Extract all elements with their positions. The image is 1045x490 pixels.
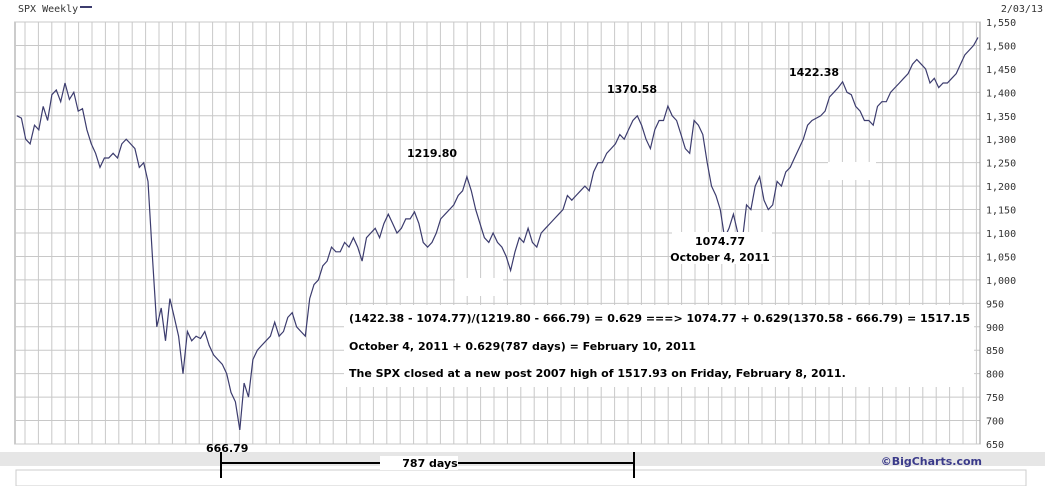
annotation-1074: 1074.77 [695,235,745,248]
label-patch [828,162,876,180]
annotation-1370: 1370.58 [607,83,657,96]
chart-date: 2/03/13 [1001,4,1043,15]
y-axis: 1,550 1,500 1,450 1,400 1,350 1,300 1,250 1,200… [986,18,1016,451]
note-2: October 4, 2011 + 0.629(787 days) = Febr… [349,340,696,353]
y-tick-label: 1,300 [986,135,1016,146]
y-tick-label: 1,250 [986,159,1016,170]
span-label-bg [380,456,458,470]
y-tick-label: 950 [986,299,1004,310]
y-tick-label: 1,150 [986,206,1016,217]
y-tick-label: 750 [986,393,1004,404]
annotation-1422: 1422.38 [789,66,839,79]
chart-title: SPX Weekly [18,4,78,15]
brand-label: ©BigCharts.com [881,455,982,468]
notes-box [344,305,974,387]
y-tick-label: 1,100 [986,229,1016,240]
lower-panel [15,469,1027,487]
span-label: 787 days [402,457,458,470]
annotation-666: 666.79 [206,442,248,455]
y-tick-label: 1,200 [986,182,1016,193]
note-3: The SPX closed at a new post 2007 high o… [349,367,846,380]
y-tick-label: 900 [986,323,1004,334]
y-tick-label: 1,450 [986,65,1016,76]
annotation-date: October 4, 2011 [670,251,770,264]
y-tick-label: 1,050 [986,252,1016,263]
y-tick-label: 1,550 [986,18,1016,29]
y-tick-label: 1,500 [986,41,1016,52]
note-1: (1422.38 - 1074.77)/(1219.80 - 666.79) =… [349,312,970,325]
label-patch [455,278,503,296]
y-tick-label: 850 [986,346,1004,357]
y-tick-label: 1,350 [986,112,1016,123]
y-tick-label: 800 [986,370,1004,381]
y-tick-label: 1,000 [986,276,1016,287]
y-tick-label: 1,400 [986,88,1016,99]
y-tick-label: 700 [986,417,1004,428]
spx-price-line [16,37,979,430]
legend-swatch [80,6,92,8]
annotation-1219: 1219.80 [407,147,457,160]
y-tick-label: 650 [986,440,1004,451]
label-patch [672,232,772,264]
